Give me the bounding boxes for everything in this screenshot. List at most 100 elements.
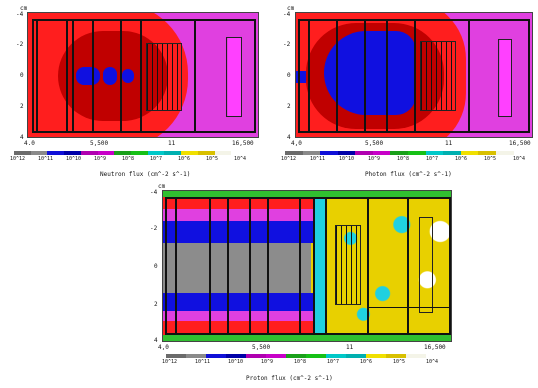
geometry-line	[140, 19, 142, 133]
coil-stack	[335, 225, 361, 305]
geometry-line	[66, 19, 68, 133]
band-blue-top	[163, 221, 313, 243]
colorbar-label: 10^7	[426, 156, 439, 162]
geometry-line	[120, 19, 122, 133]
panel-caption: Photon flux (cm^-2 s^-1)	[365, 171, 452, 178]
colorbar-swatch	[231, 151, 249, 155]
colorbar-swatch	[425, 151, 444, 155]
colorbar-label: 10^6	[455, 156, 468, 162]
colorbar-swatch	[147, 151, 165, 155]
y-tick: 0	[154, 263, 158, 270]
geometry-line	[249, 197, 251, 335]
geometry-line	[194, 19, 196, 133]
colorbar-swatch	[47, 151, 65, 155]
colorbar-swatch	[97, 151, 115, 155]
colorbar-swatch	[197, 151, 215, 155]
colorbar-swatch	[214, 151, 232, 155]
colorbar-swatch	[166, 354, 186, 358]
colorbar-swatch	[131, 151, 148, 155]
geometry-line	[468, 19, 470, 133]
colorbar-swatch	[326, 354, 346, 358]
x-tick: 11	[168, 140, 176, 147]
geometry-line	[386, 19, 388, 133]
panel-caption: Neutron flux (cm^-2 s^-1)	[100, 171, 191, 178]
colorbar-swatch	[406, 354, 426, 358]
colorbar-swatch	[408, 151, 426, 155]
geometry-line	[414, 19, 416, 133]
x-tick: 4.0	[24, 140, 35, 147]
coil-stack	[146, 43, 182, 111]
colorbar	[285, 151, 532, 155]
geometry-line	[209, 197, 211, 335]
photon-flux-panel-top: cm -4 -2 0 2 4 4,0 5,500 11 16,500 10^12…	[273, 0, 538, 185]
colorbar-label: 10^8	[397, 156, 410, 162]
colorbar-label: 10^7	[327, 359, 340, 365]
geometry-line	[299, 197, 301, 335]
colorbar-swatch	[513, 151, 532, 155]
geometry-outline	[32, 19, 256, 133]
geometry-line	[336, 19, 338, 133]
coil-stack	[420, 41, 456, 111]
band-magenta-top	[163, 209, 313, 221]
y-unit-label: cm	[158, 183, 166, 190]
y-tick: -2	[283, 41, 291, 48]
colorbar-swatch	[320, 151, 338, 155]
x-tick: 16,500	[509, 140, 531, 147]
colorbar-label: 10^8	[122, 156, 135, 162]
colorbar-label: 10^11	[195, 359, 211, 365]
y-unit-label: cm	[287, 5, 295, 12]
band-red-bottom	[163, 321, 313, 335]
colorbar-swatch	[302, 151, 321, 155]
y-tick: 2	[20, 103, 24, 110]
geometry-line	[175, 197, 177, 335]
colorbar-swatch	[14, 151, 31, 155]
y-tick: 4	[154, 337, 158, 344]
geometry-line	[227, 197, 229, 335]
geometry-line	[267, 197, 269, 335]
colorbar-label: 10^4	[234, 156, 247, 162]
target-box	[419, 217, 433, 313]
photon-flux-map-top	[295, 12, 533, 138]
geometry-line-h	[367, 307, 451, 308]
x-tick: 16,500	[232, 140, 254, 147]
band-green-top	[323, 191, 451, 197]
photon-flux-panel-bottom: cm -4 -2 0 2 4 4,0 5,500 1	[140, 184, 460, 388]
colorbar-swatch	[64, 151, 81, 155]
flux-region-pink	[500, 39, 512, 117]
colorbar-label: 10^5	[484, 156, 497, 162]
colorbar-swatch	[372, 151, 391, 155]
band-magenta-bottom	[163, 311, 313, 321]
neutron-flux-map	[27, 12, 259, 138]
colorbar-label: 10^9	[368, 156, 381, 162]
colorbar-swatch	[80, 151, 98, 155]
band-cyan	[313, 197, 325, 335]
x-tick: 5,500	[365, 140, 384, 147]
y-unit-label: cm	[20, 5, 28, 12]
y-tick: 4	[287, 134, 291, 141]
colorbar-label: 10^8	[294, 359, 307, 365]
colorbar-swatch	[30, 151, 48, 155]
colorbar-label: 10^5	[393, 359, 406, 365]
colorbar-swatch	[286, 354, 306, 358]
colorbar-label: 10^4	[426, 359, 439, 365]
colorbar-label: 10^10	[228, 359, 244, 365]
x-tick: 16,500	[424, 344, 446, 351]
colorbar-swatch	[246, 354, 266, 358]
y-tick: 2	[154, 301, 158, 308]
x-tick: 11	[445, 140, 453, 147]
band-blue-bottom	[163, 293, 313, 311]
y-tick: -4	[150, 189, 158, 196]
band-green-bottom	[163, 335, 451, 341]
colorbar-label: 10^9	[261, 359, 274, 365]
y-tick: 4	[20, 134, 24, 141]
geometry-line	[72, 19, 74, 133]
flux-region-blue-2	[103, 67, 117, 85]
colorbar-label: 10^10	[66, 156, 82, 162]
colorbar-label: 10^4	[513, 156, 526, 162]
colorbar-swatch	[443, 151, 461, 155]
band-green	[163, 191, 323, 197]
colorbar-swatch	[355, 151, 373, 155]
colorbar-swatch	[337, 151, 356, 155]
flux-region-blue-3	[122, 69, 134, 83]
x-tick: 11	[346, 344, 354, 351]
